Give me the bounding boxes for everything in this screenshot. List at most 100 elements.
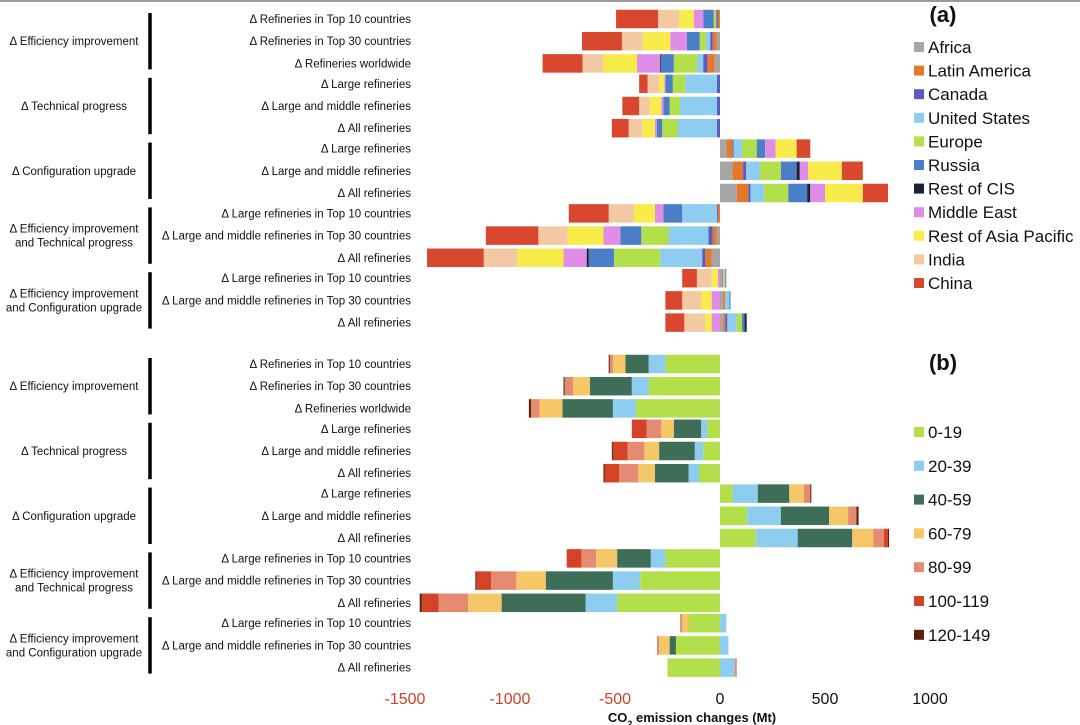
bar-segment xyxy=(720,658,735,677)
bar-segment xyxy=(608,354,610,374)
group-label: Δ Technical progress xyxy=(21,446,127,458)
bar-segment xyxy=(746,161,760,181)
legend-label: Rest of Asia Pacific xyxy=(928,227,1074,246)
bar-segment xyxy=(669,96,681,116)
bar-segment xyxy=(825,183,863,203)
bar-segment xyxy=(485,226,539,245)
bar-segment xyxy=(604,463,620,483)
top-border-line xyxy=(0,0,1080,2)
bar-segment xyxy=(748,183,751,203)
bar-segment xyxy=(723,268,725,288)
group-label: and Technical progress xyxy=(15,238,133,250)
bar-segment xyxy=(545,571,613,590)
row-label: Δ All refineries xyxy=(337,253,411,265)
bar-segment xyxy=(699,31,706,51)
bar-segment xyxy=(736,183,749,203)
row-label: Δ All refineries xyxy=(337,468,411,480)
bar-segment xyxy=(654,463,689,483)
bar-segment xyxy=(517,248,564,268)
bar-segment xyxy=(613,248,661,268)
bar-segment xyxy=(539,399,563,418)
legend-label: Latin America xyxy=(928,62,1032,81)
bar-segment xyxy=(562,399,613,418)
row-label: Δ Refineries worldwide xyxy=(295,403,411,415)
bar-segment xyxy=(712,226,717,245)
bar-segment xyxy=(622,96,640,116)
bar-segment xyxy=(675,636,720,655)
bar-segment xyxy=(852,528,874,548)
bar-segment xyxy=(701,419,708,439)
legend-swatch xyxy=(914,65,924,76)
bar-segment xyxy=(668,226,709,245)
legend-label: Africa xyxy=(928,38,972,57)
bar-segment xyxy=(528,399,531,418)
bar-segment xyxy=(699,463,720,483)
bar-segment xyxy=(616,9,659,29)
bar-segment xyxy=(702,248,706,268)
legend-label: United States xyxy=(928,109,1030,128)
bar-segment xyxy=(829,506,849,526)
bar-segment xyxy=(688,613,720,633)
legend-label: India xyxy=(928,250,965,269)
bar-segment xyxy=(703,9,714,29)
bar-segment xyxy=(665,74,673,94)
bar-segment xyxy=(438,593,468,613)
bar-segment xyxy=(722,268,724,288)
bar-segment xyxy=(810,183,825,203)
group-label: Δ Configuration upgrade xyxy=(12,511,136,523)
bar-segment xyxy=(723,291,726,310)
bar-segment xyxy=(688,463,699,483)
bar-segment xyxy=(669,636,676,655)
bar-segment xyxy=(664,74,666,94)
bar-segment xyxy=(759,161,781,181)
bar-segment xyxy=(708,226,713,245)
row-label: Δ Large and middle refineries in Top 30 … xyxy=(162,640,411,652)
bar-segment xyxy=(419,593,422,613)
bar-segment xyxy=(475,571,477,590)
bar-segment xyxy=(710,31,713,51)
bar-segment xyxy=(608,204,634,223)
row-label: Δ Large refineries xyxy=(321,424,411,436)
bar-segment xyxy=(670,31,688,51)
bar-segment xyxy=(716,226,720,245)
bar-segment xyxy=(720,613,727,633)
bar-segment xyxy=(720,528,756,548)
bar-segment xyxy=(663,204,683,223)
row-label: Δ Large refineries in Top 10 countries xyxy=(221,208,411,220)
bar-segment xyxy=(717,268,720,288)
bar-segment xyxy=(641,226,669,245)
bar-segment xyxy=(788,183,808,203)
bar-segment xyxy=(673,54,697,73)
legend-label: 100-119 xyxy=(928,592,989,611)
legend-label: Russia xyxy=(928,156,981,175)
bar-segment xyxy=(654,118,657,138)
x-axis-label: CO2 emission changes (Mt) xyxy=(608,710,776,725)
bar-segment xyxy=(810,484,812,503)
legend-label: Rest of CIS xyxy=(928,180,1015,199)
bar-segment xyxy=(755,528,798,548)
bar-segment xyxy=(775,139,797,158)
legend-swatch xyxy=(914,89,924,100)
bar-segment xyxy=(628,118,643,138)
bar-segment xyxy=(733,139,743,158)
bar-segment xyxy=(476,571,492,590)
bar-segment xyxy=(612,441,628,461)
bar-segment xyxy=(696,268,712,288)
bar-segment xyxy=(644,441,660,461)
row-label: Δ Large and middle refineries xyxy=(261,511,411,523)
bar-segment xyxy=(639,96,650,116)
group-label: and Configuration upgrade xyxy=(6,647,142,659)
bar-segment xyxy=(638,463,655,483)
group-label: and Technical progress xyxy=(15,583,133,595)
legend-label: Middle East xyxy=(928,203,1017,222)
bar-segment xyxy=(665,549,720,568)
bar-segment xyxy=(856,506,859,526)
group-label: Δ Efficiency improvement xyxy=(10,381,140,393)
bar-segment xyxy=(711,248,720,268)
bar-segment xyxy=(659,74,665,94)
bar-segment xyxy=(661,419,674,439)
group-label: Δ Efficiency improvement xyxy=(10,288,140,300)
row-label: Δ Refineries worldwide xyxy=(295,58,411,70)
bar-segment xyxy=(588,248,614,268)
bar-segment xyxy=(678,118,717,138)
